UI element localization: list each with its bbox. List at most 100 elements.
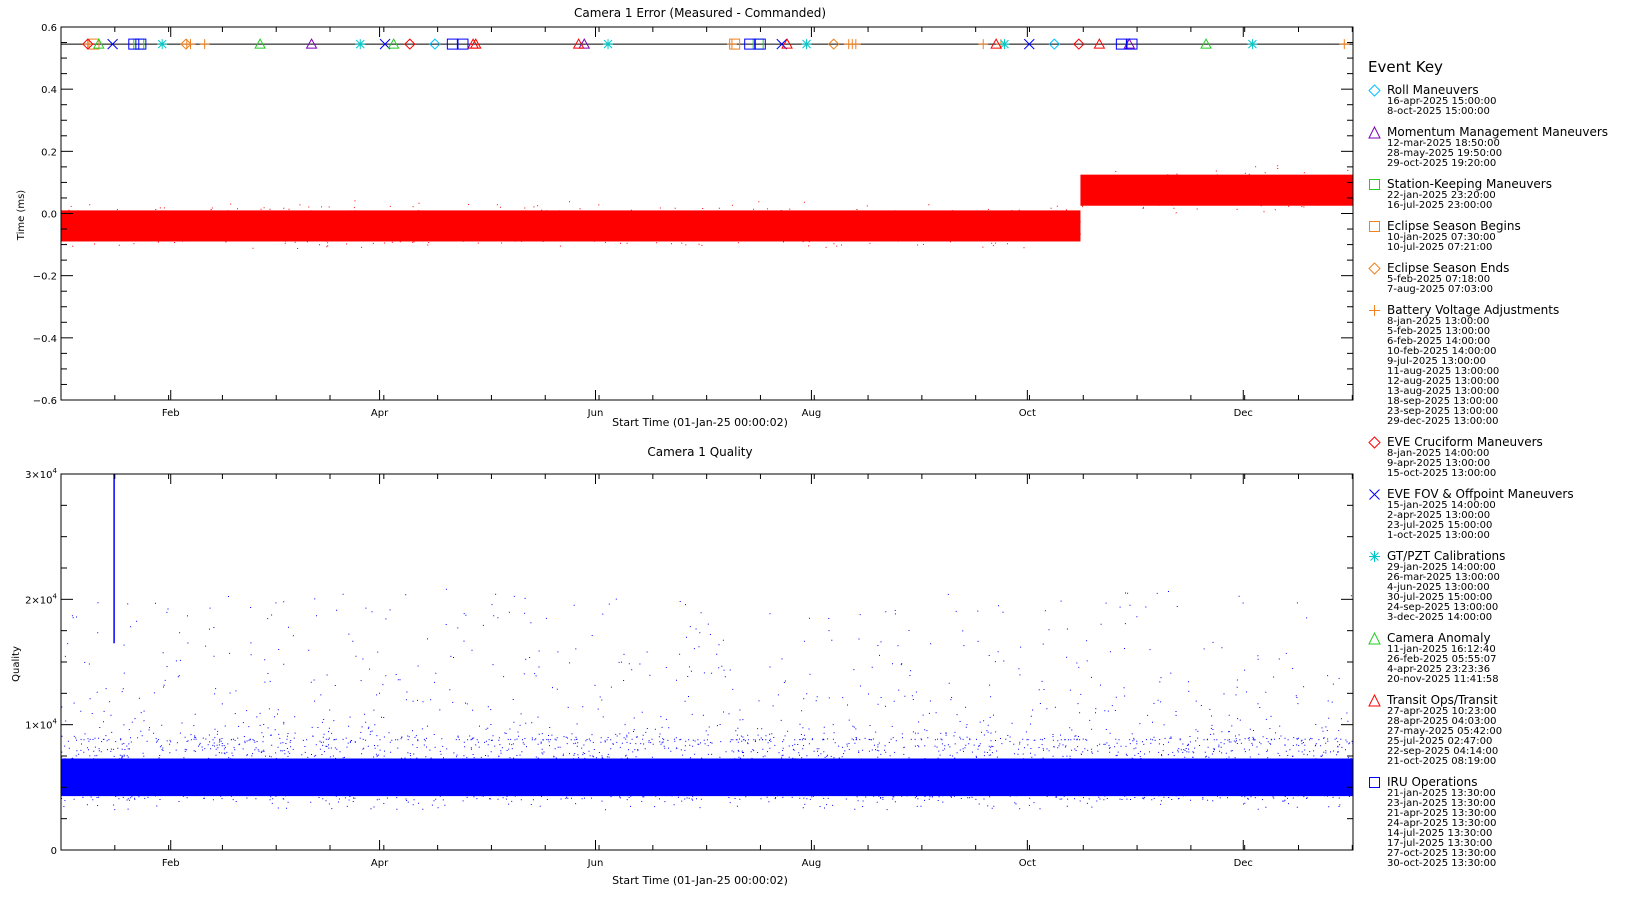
event-marker-square [135,38,147,50]
legend-entry-date: 6-feb-2025 14:00:00 [1387,336,1491,347]
legend-entry-date: 9-apr-2025 13:00:00 [1387,458,1491,469]
event-marker-x [379,38,391,50]
quality-xlabel: Start Time (01-Jan-25 00:00:02) [612,874,788,887]
legend-entry-date: 26-feb-2025 05:55:07 [1387,654,1497,665]
legend-entry-header: Transit Ops/Transit [1368,694,1648,707]
error-axes: Feb Apr Jun Aug Oct Dec 0.6 0.4 0.2 0.0 −0.2 −0.4 −0… [33,23,1354,419]
legend-diamond-icon [1368,262,1381,275]
event-marker-triangle [387,38,400,49]
y-tick-label: 3×104 [25,467,57,481]
legend-entry-date: 29-oct-2025 19:20:00 [1387,158,1497,169]
event-marker-asterisk [999,39,1010,50]
event-marker-asterisk [801,39,812,50]
x-tick-label: Dec [1234,858,1253,869]
legend-entry-label: EVE Cruciform Maneuvers [1387,435,1543,449]
legend-entry-header: Eclipse Season Begins [1368,220,1648,233]
event-marker-plus [199,39,210,50]
x-tick-label: Feb [162,408,180,419]
legend-entry-label: EVE FOV & Offpoint Maneuvers [1387,487,1574,501]
event-marker-square [446,38,458,50]
legend-entry-date: 11-jan-2025 16:12:40 [1387,644,1496,655]
legend-triangle-icon [1368,632,1381,645]
legend-title: Event Key [1368,58,1443,76]
event-marker-triangle [578,38,591,49]
event-marker-triangle [781,38,793,49]
legend-entry-date: 12-aug-2025 13:00:00 [1387,376,1500,387]
legend-entry: GT/PZT Calibrations 29-jan-2025 14:00:00 2… [1368,550,1648,623]
legend-entry-date: 28-may-2025 19:50:00 [1387,148,1503,159]
event-marker-asterisk [1247,39,1258,50]
legend-entry: Battery Voltage Adjustments 8-jan-2025 13… [1368,304,1648,427]
legend-entry-date: 25-jul-2025 02:47:00 [1387,736,1493,747]
legend-entry-date: 16-apr-2025 15:00:00 [1387,96,1497,107]
legend-diamond-icon [1368,436,1381,449]
legend-entry-date: 26-mar-2025 13:00:00 [1387,572,1500,583]
legend-entry-date: 20-nov-2025 11:41:58 [1387,674,1499,685]
y-tick-label: 0 [51,846,57,857]
event-marker-asterisk [355,39,366,50]
legend-entry: Eclipse Season Ends 5-feb-2025 07:18:00 7-… [1368,262,1648,295]
error-panel: Camera 1 Error (Measured - Commanded) Fe… [16,6,1354,429]
x-tick-label: Feb [162,858,180,869]
error-dense-band [61,210,1081,242]
legend-entry: Momentum Management Maneuvers 12-mar-2025… [1368,126,1648,169]
charts-canvas: Camera 1 Error (Measured - Commanded) Fe… [11,6,1354,887]
legend-entry-header: Eclipse Season Ends [1368,262,1648,275]
x-tick-label: Aug [802,858,822,869]
x-tick-label: Oct [1019,408,1036,419]
legend-entry-date: 21-apr-2025 13:30:00 [1387,808,1497,819]
event-marker-x [776,38,788,50]
quality-ylabel: Quality [11,646,22,682]
legend-entry: EVE FOV & Offpoint Maneuvers 15-jan-2025 … [1368,488,1648,541]
legend-entry-date: 7-aug-2025 07:03:00 [1387,284,1493,295]
event-marker-plus [850,39,861,50]
legend-entry-label: Eclipse Season Begins [1387,219,1521,233]
legend-entry-header: GT/PZT Calibrations [1368,550,1648,563]
legend-entry-header: Camera Anomaly [1368,632,1648,645]
legend-entry-date: 2-apr-2025 13:00:00 [1387,510,1491,521]
legend-triangle-icon [1368,694,1381,707]
event-marker-triangle [1093,38,1106,49]
legend-entry-date: 1-oct-2025 13:00:00 [1387,530,1490,541]
event-marker-plus [726,39,737,50]
legend-entry-date: 23-sep-2025 13:00:00 [1387,406,1499,417]
event-marker-triangle [469,38,482,49]
event-marker-x [1023,38,1035,50]
legend-entry-date: 24-sep-2025 13:00:00 [1387,602,1499,613]
event-marker-triangle [572,38,585,49]
legend-entry-date: 16-jul-2025 23:00:00 [1387,200,1493,211]
legend-entry-date: 15-jan-2025 14:00:00 [1387,500,1496,511]
x-tick-label: Aug [802,408,822,419]
error-scatter-points [61,200,1081,249]
legend-entry-date: 8-oct-2025 15:00:00 [1387,106,1490,117]
legend-plus-icon [1369,305,1380,316]
error-ylabel: Time (ms) [16,190,27,242]
legend-entry-label: GT/PZT Calibrations [1387,549,1506,563]
legend-entry-header: EVE FOV & Offpoint Maneuvers [1368,488,1648,501]
event-marker-triangle [990,38,1002,49]
legend-entry: Eclipse Season Begins 10-jan-2025 07:30:0… [1368,220,1648,253]
event-marker-asterisk [603,39,614,50]
legend-entry: IRU Operations 21-jan-2025 13:30:00 23-jan… [1368,776,1648,869]
event-marker-triangle [254,38,266,49]
legend-entry-label: Roll Maneuvers [1387,83,1479,97]
legend-entry-date: 22-sep-2025 04:14:00 [1387,746,1499,757]
legend-entry-date: 29-jan-2025 14:00:00 [1387,562,1496,573]
legend-entry-date: 10-feb-2025 14:00:00 [1387,346,1497,357]
legend-square-icon [1369,221,1380,232]
y-tick-label: −0.2 [33,272,57,283]
event-marker-diamond [82,38,94,50]
x-tick-label: Apr [371,408,389,419]
y-tick-label: 1×104 [25,718,57,732]
legend-square-icon [1369,777,1380,788]
event-marker-diamond [827,38,840,50]
legend-entry-date: 9-jul-2025 13:00:00 [1387,356,1487,367]
legend-entry-date: 27-may-2025 05:42:00 [1387,726,1503,737]
x-tick-label: Jun [587,858,604,869]
y-tick-label: −0.4 [33,334,57,345]
legend-entry: Camera Anomaly 11-jan-2025 16:12:40 26-feb… [1368,632,1648,685]
event-marker-asterisk [157,39,168,50]
error-scatter-points [1080,165,1354,214]
y-tick-label: 0.0 [41,210,57,221]
y-tick-label: −0.6 [33,396,57,407]
